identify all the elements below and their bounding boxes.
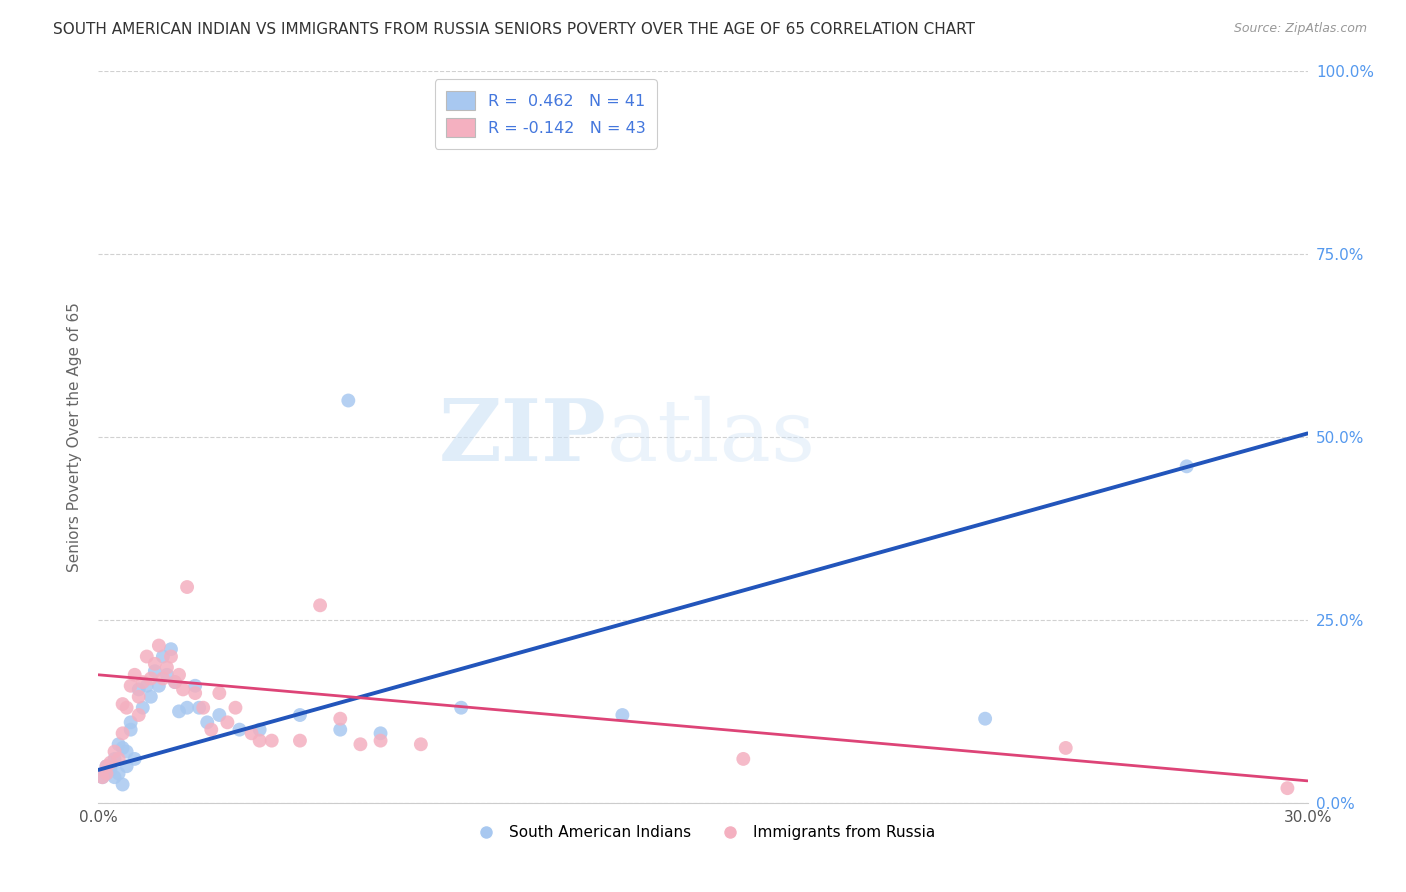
- Point: [120, 679, 142, 693]
- Point: [152, 649, 174, 664]
- Point: [148, 679, 170, 693]
- Point: [124, 667, 146, 681]
- Point: [1054, 740, 1077, 755]
- Point: [167, 667, 190, 681]
- Point: [100, 763, 122, 777]
- Point: [450, 700, 472, 714]
- Point: [107, 752, 129, 766]
- Text: ZIP: ZIP: [439, 395, 606, 479]
- Point: [184, 679, 207, 693]
- Point: [115, 700, 138, 714]
- Point: [152, 672, 174, 686]
- Point: [96, 759, 118, 773]
- Point: [167, 705, 190, 719]
- Point: [409, 737, 432, 751]
- Point: [1175, 459, 1198, 474]
- Point: [176, 580, 198, 594]
- Point: [184, 686, 207, 700]
- Point: [139, 672, 162, 686]
- Point: [128, 708, 150, 723]
- Point: [224, 700, 246, 714]
- Point: [111, 778, 134, 792]
- Point: [176, 700, 198, 714]
- Point: [96, 766, 118, 780]
- Point: [120, 715, 142, 730]
- Point: [217, 715, 239, 730]
- Point: [228, 723, 250, 737]
- Point: [96, 766, 118, 780]
- Point: [160, 642, 183, 657]
- Point: [124, 752, 146, 766]
- Point: [188, 700, 211, 714]
- Point: [733, 752, 755, 766]
- Point: [91, 770, 114, 784]
- Point: [288, 733, 311, 747]
- Text: SOUTH AMERICAN INDIAN VS IMMIGRANTS FROM RUSSIA SENIORS POVERTY OVER THE AGE OF : SOUTH AMERICAN INDIAN VS IMMIGRANTS FROM…: [53, 22, 976, 37]
- Point: [111, 726, 134, 740]
- Point: [163, 675, 186, 690]
- Point: [103, 770, 125, 784]
- Point: [163, 675, 186, 690]
- Point: [349, 737, 371, 751]
- Point: [160, 649, 183, 664]
- Point: [148, 639, 170, 653]
- Point: [172, 682, 194, 697]
- Point: [115, 745, 138, 759]
- Point: [143, 657, 166, 671]
- Point: [612, 708, 634, 723]
- Point: [249, 733, 271, 747]
- Point: [120, 723, 142, 737]
- Point: [329, 712, 352, 726]
- Point: [370, 733, 392, 747]
- Point: [260, 733, 283, 747]
- Point: [329, 723, 352, 737]
- Point: [115, 759, 138, 773]
- Point: [100, 756, 122, 770]
- Point: [91, 770, 114, 784]
- Point: [96, 759, 118, 773]
- Point: [128, 682, 150, 697]
- Point: [200, 723, 222, 737]
- Point: [103, 745, 125, 759]
- Point: [1277, 781, 1299, 796]
- Point: [309, 599, 332, 613]
- Point: [107, 737, 129, 751]
- Point: [103, 752, 125, 766]
- Point: [111, 740, 134, 755]
- Point: [132, 700, 155, 714]
- Point: [135, 649, 157, 664]
- Point: [337, 393, 360, 408]
- Point: [132, 675, 155, 690]
- Point: [370, 726, 392, 740]
- Point: [974, 712, 997, 726]
- Point: [193, 700, 215, 714]
- Point: [143, 664, 166, 678]
- Point: [156, 660, 179, 674]
- Point: [128, 690, 150, 704]
- Point: [135, 679, 157, 693]
- Point: [195, 715, 218, 730]
- Text: atlas: atlas: [606, 395, 815, 479]
- Y-axis label: Seniors Poverty Over the Age of 65: Seniors Poverty Over the Age of 65: [67, 302, 83, 572]
- Point: [156, 667, 179, 681]
- Point: [139, 690, 162, 704]
- Legend: South American Indians, Immigrants from Russia: South American Indians, Immigrants from …: [465, 819, 941, 847]
- Point: [249, 723, 271, 737]
- Point: [288, 708, 311, 723]
- Point: [240, 726, 263, 740]
- Point: [208, 708, 231, 723]
- Point: [107, 766, 129, 780]
- Point: [111, 697, 134, 711]
- Point: [208, 686, 231, 700]
- Text: Source: ZipAtlas.com: Source: ZipAtlas.com: [1233, 22, 1367, 36]
